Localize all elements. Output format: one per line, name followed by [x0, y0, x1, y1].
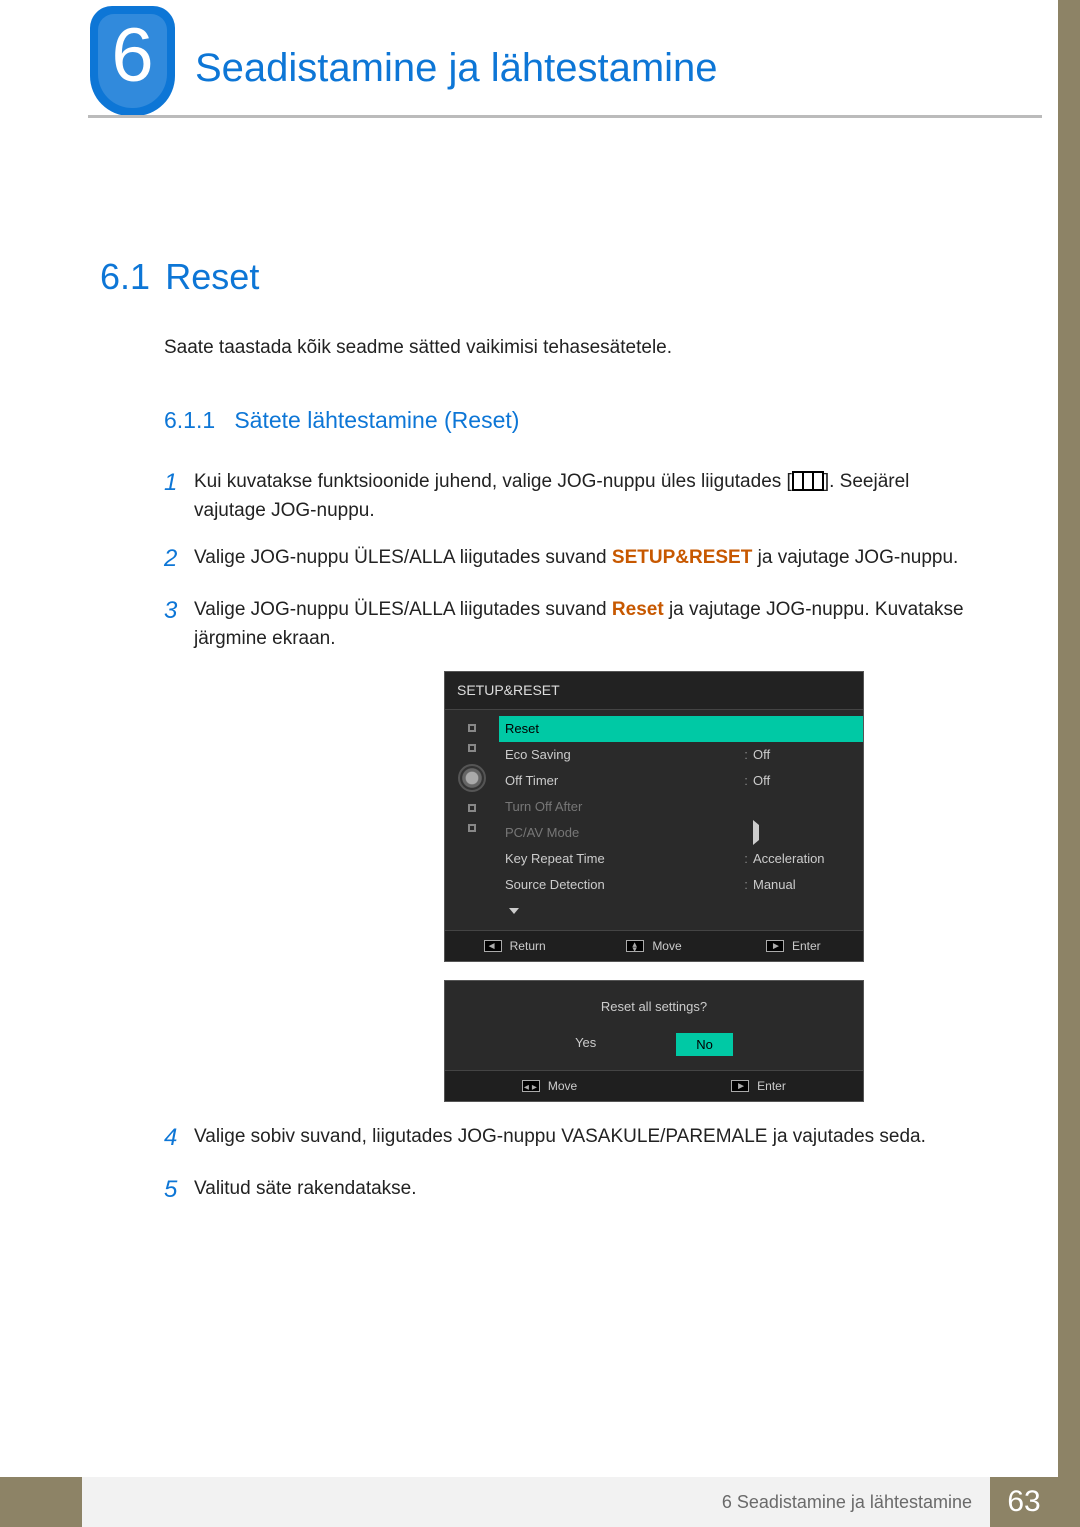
osd-figure: SETUP&RESET Reset Eco Savi: [444, 671, 980, 1102]
move-icon: [626, 940, 644, 952]
enter-icon: [766, 940, 784, 952]
chapter-badge: 6: [90, 6, 175, 116]
subsection-heading: 6.1.1 Sätete lähtestamine (Reset): [164, 403, 980, 438]
osd-confirm-options: Yes No: [445, 1025, 863, 1071]
step-number: 3: [164, 593, 194, 653]
step-2: 2 Valige JOG-nuppu ÜLES/ALLA liigutades …: [164, 541, 980, 577]
section-number: 6.1: [100, 250, 160, 304]
chapter-number: 6: [90, 12, 175, 99]
step-5: 5 Valitud säte rakendatakse.: [164, 1172, 980, 1208]
osd-row-scroll: [499, 898, 863, 924]
osd-foot-enter: Enter: [654, 1071, 863, 1101]
page-footer: 6 Seadistamine ja lähtestamine 63: [0, 1477, 1058, 1527]
osd-row: Eco Saving : Off: [499, 742, 863, 768]
osd-list: Reset Eco Saving : Off Off Timer : Off: [499, 710, 863, 930]
osd-confirm-yes: Yes: [575, 1033, 596, 1057]
right-decor-strip: [1058, 0, 1080, 1527]
step-text: Valitud säte rakendatakse.: [194, 1172, 417, 1208]
step-number: 5: [164, 1172, 194, 1208]
subsection-title: Sätete lähtestamine (Reset): [234, 407, 519, 433]
osd-foot-move: Move: [445, 1071, 654, 1101]
menu-icon: [792, 471, 824, 491]
chapter-header: 6 Seadistamine ja lähtestamine: [0, 0, 1080, 140]
step-text: Valige JOG-nuppu ÜLES/ALLA liigutades su…: [194, 593, 980, 653]
osd-title: SETUP&RESET: [445, 672, 863, 710]
step-number: 4: [164, 1120, 194, 1156]
step-text: Valige sobiv suvand, liigutades JOG-nupp…: [194, 1120, 926, 1156]
step-3: 3 Valige JOG-nuppu ÜLES/ALLA liigutades …: [164, 593, 980, 653]
step-1: 1 Kui kuvatakse funktsioonide juhend, va…: [164, 465, 980, 525]
osd-nav-icon: [468, 804, 476, 812]
step-text: Kui kuvatakse funktsioonide juhend, vali…: [194, 465, 980, 525]
steps-list: 1 Kui kuvatakse funktsioonide juhend, va…: [164, 465, 980, 1208]
step-4: 4 Valige sobiv suvand, liigutades JOG-nu…: [164, 1120, 980, 1156]
step-number: 1: [164, 465, 194, 525]
osd-menu: SETUP&RESET Reset Eco Savi: [444, 671, 864, 962]
osd-row: PC/AV Mode: [499, 820, 863, 846]
section-title: Reset: [165, 256, 259, 297]
osd-row: Off Timer : Off: [499, 768, 863, 794]
osd-nav-icon: [468, 824, 476, 832]
arrow-down-icon: [509, 908, 519, 914]
subsection-number: 6.1.1: [164, 407, 215, 433]
move-lr-icon: [522, 1080, 540, 1092]
enter-icon: [731, 1080, 749, 1092]
osd-foot-enter: Enter: [724, 931, 863, 961]
footer-text: 6 Seadistamine ja lähtestamine: [704, 1477, 990, 1527]
osd-row: Key Repeat Time : Acceleration: [499, 846, 863, 872]
section-intro: Saate taastada kõik seadme sätted vaikim…: [164, 334, 980, 363]
emphasis: SETUP&RESET: [612, 547, 752, 568]
osd-sidebar: [445, 710, 499, 930]
footer-accent: [0, 1477, 82, 1527]
osd-confirm-footer: Move Enter: [445, 1070, 863, 1101]
osd-nav-icon: [468, 724, 476, 732]
osd-body: Reset Eco Saving : Off Off Timer : Off: [445, 710, 863, 930]
gear-icon: [458, 764, 486, 792]
osd-foot-move: Move: [584, 931, 723, 961]
osd-row-disabled: Turn Off After: [499, 794, 863, 820]
return-icon: [484, 940, 502, 952]
osd-nav-icon: [468, 744, 476, 752]
arrow-right-icon: [753, 820, 759, 845]
emphasis: Reset: [612, 599, 664, 620]
osd-row-reset: Reset: [499, 716, 863, 742]
osd-confirm: Reset all settings? Yes No Move Enter: [444, 980, 864, 1102]
section-heading: 6.1 Reset: [100, 250, 980, 304]
osd-foot-return: Return: [445, 931, 584, 961]
step-number: 2: [164, 541, 194, 577]
page-number: 63: [990, 1477, 1058, 1527]
osd-footer: Return Move Enter: [445, 930, 863, 961]
content-area: 6.1 Reset Saate taastada kõik seadme sät…: [100, 250, 980, 1224]
step-text: Valige JOG-nuppu ÜLES/ALLA liigutades su…: [194, 541, 958, 577]
osd-confirm-no: No: [676, 1033, 733, 1057]
osd-confirm-question: Reset all settings?: [445, 981, 863, 1025]
osd-row: Source Detection : Manual: [499, 872, 863, 898]
chapter-rule: [88, 115, 1042, 118]
chapter-title: Seadistamine ja lähtestamine: [195, 46, 718, 91]
